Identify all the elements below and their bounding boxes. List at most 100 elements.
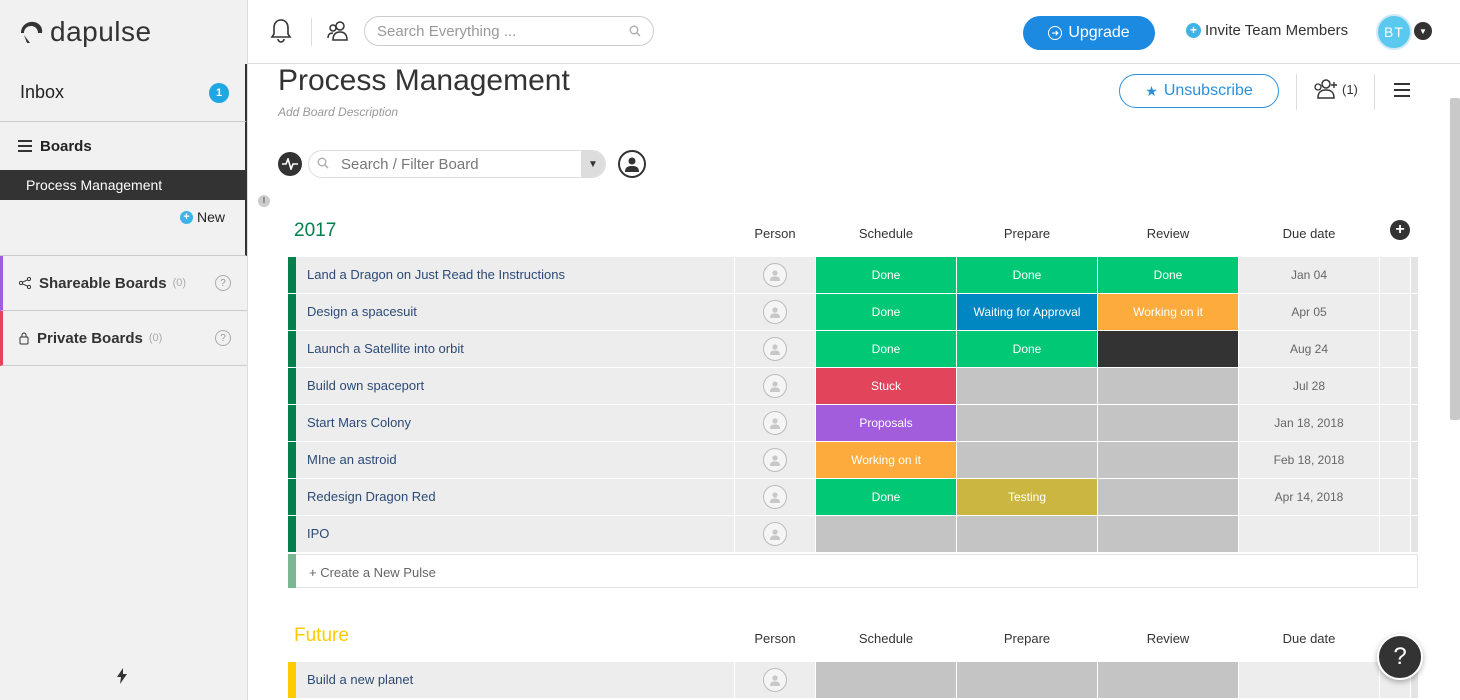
lightning-icon[interactable] bbox=[116, 668, 128, 689]
status-cell-prepare[interactable]: Done bbox=[957, 331, 1097, 367]
due-date-cell[interactable]: Aug 24 bbox=[1239, 331, 1379, 367]
invite-team-members-button[interactable]: + Invite Team Members bbox=[1186, 22, 1348, 39]
status-cell-schedule[interactable]: Proposals bbox=[816, 405, 956, 441]
pulse-name[interactable]: Build a new planet bbox=[296, 662, 734, 698]
status-cell-prepare[interactable] bbox=[957, 442, 1097, 478]
person-cell[interactable] bbox=[735, 516, 815, 552]
status-cell-schedule[interactable] bbox=[816, 662, 956, 698]
status-cell-schedule[interactable]: Done bbox=[816, 257, 956, 293]
due-date-cell[interactable]: Feb 18, 2018 bbox=[1239, 442, 1379, 478]
help-icon[interactable]: ? bbox=[215, 275, 231, 291]
avatar[interactable]: BT bbox=[1376, 14, 1412, 50]
page-title[interactable]: Process Management bbox=[278, 64, 570, 97]
status-cell-schedule[interactable]: Done bbox=[816, 479, 956, 515]
group-title[interactable]: Future bbox=[294, 625, 349, 646]
due-date-cell[interactable]: Jan 18, 2018 bbox=[1239, 405, 1379, 441]
due-date-cell[interactable]: Apr 14, 2018 bbox=[1239, 479, 1379, 515]
pulse-name[interactable]: Build own spaceport bbox=[296, 368, 734, 404]
help-icon[interactable]: ? bbox=[215, 330, 231, 346]
pulse-name[interactable]: IPO bbox=[296, 516, 734, 552]
bell-icon[interactable] bbox=[270, 18, 292, 49]
table-row[interactable]: Launch a Satellite into orbit Done Done Aug… bbox=[288, 331, 1418, 367]
logo[interactable]: dapulse bbox=[0, 0, 247, 64]
column-header-review[interactable]: Review bbox=[1146, 631, 1190, 646]
create-new-pulse-label[interactable]: + Create a New Pulse bbox=[309, 565, 436, 580]
status-cell-review[interactable] bbox=[1098, 662, 1238, 698]
collapse-handle[interactable]: I bbox=[258, 195, 270, 207]
help-button[interactable]: ? bbox=[1377, 634, 1423, 680]
status-cell-review[interactable] bbox=[1098, 516, 1238, 552]
column-header-person[interactable]: Person bbox=[754, 226, 796, 241]
column-header-schedule[interactable]: Schedule bbox=[858, 226, 914, 241]
unsubscribe-button[interactable]: ★ Unsubscribe bbox=[1119, 74, 1279, 108]
status-cell-prepare[interactable]: Waiting for Approval bbox=[957, 294, 1097, 330]
status-cell-prepare[interactable] bbox=[957, 662, 1097, 698]
status-cell-review[interactable] bbox=[1098, 331, 1238, 367]
scrollbar[interactable] bbox=[1450, 98, 1460, 420]
table-row[interactable]: Start Mars Colony Proposals Jan 18, 2018 bbox=[288, 405, 1418, 441]
pulse-name[interactable]: Start Mars Colony bbox=[296, 405, 734, 441]
due-date-cell[interactable]: Jan 04 bbox=[1239, 257, 1379, 293]
upgrade-button[interactable]: ➜ Upgrade bbox=[1023, 16, 1155, 50]
column-header-prepare[interactable]: Prepare bbox=[1003, 631, 1051, 646]
pulse-name[interactable]: Design a spacesuit bbox=[296, 294, 734, 330]
table-row[interactable]: Redesign Dragon Red Done Testing Apr 14, 20… bbox=[288, 479, 1418, 515]
status-cell-schedule[interactable]: Stuck bbox=[816, 368, 956, 404]
filter-board-input[interactable]: Search / Filter Board ▼ bbox=[308, 150, 606, 178]
add-column-icon[interactable]: + bbox=[1390, 220, 1410, 240]
due-date-cell[interactable]: Jul 28 bbox=[1239, 368, 1379, 404]
create-new-pulse-row[interactable]: + Create a New Pulse bbox=[288, 554, 1418, 588]
pulse-name[interactable]: Launch a Satellite into orbit bbox=[296, 331, 734, 367]
private-boards-section[interactable]: Private Boards (0) ? bbox=[0, 311, 247, 366]
due-date-cell[interactable] bbox=[1239, 516, 1379, 552]
group-title[interactable]: 2017 bbox=[294, 220, 337, 241]
status-cell-schedule[interactable]: Done bbox=[816, 331, 956, 367]
table-row[interactable]: Land a Dragon on Just Read the Instructi… bbox=[288, 257, 1418, 293]
pulse-name[interactable]: Land a Dragon on Just Read the Instructi… bbox=[296, 257, 734, 293]
board-description[interactable]: Add Board Description bbox=[278, 105, 399, 119]
status-cell-review[interactable]: Working on it bbox=[1098, 294, 1238, 330]
new-board-button[interactable]: + New bbox=[0, 200, 247, 234]
person-cell[interactable] bbox=[735, 662, 815, 698]
person-cell[interactable] bbox=[735, 368, 815, 404]
search-everything-input[interactable]: Search Everything ... bbox=[364, 16, 654, 46]
status-cell-review[interactable] bbox=[1098, 405, 1238, 441]
due-date-cell[interactable]: Apr 05 bbox=[1239, 294, 1379, 330]
column-header-prepare[interactable]: Prepare bbox=[1003, 226, 1051, 241]
column-header-person[interactable]: Person bbox=[754, 631, 796, 646]
hamburger-menu-icon[interactable] bbox=[1394, 80, 1410, 103]
table-row[interactable]: Build own spaceport Stuck Jul 28 bbox=[288, 368, 1418, 404]
person-filter-icon[interactable] bbox=[618, 150, 646, 178]
status-cell-schedule[interactable]: Done bbox=[816, 294, 956, 330]
status-cell-schedule[interactable]: Working on it bbox=[816, 442, 956, 478]
person-cell[interactable] bbox=[735, 257, 815, 293]
column-header-due-date[interactable]: Due date bbox=[1282, 226, 1336, 241]
column-header-review[interactable]: Review bbox=[1146, 226, 1190, 241]
table-row[interactable]: IPO bbox=[288, 516, 1418, 552]
due-date-cell[interactable] bbox=[1239, 662, 1379, 698]
person-cell[interactable] bbox=[735, 479, 815, 515]
status-cell-review[interactable] bbox=[1098, 442, 1238, 478]
table-row[interactable]: Build a new planet bbox=[288, 662, 1418, 698]
subscribers-button[interactable]: (1) bbox=[1312, 78, 1358, 100]
status-cell-prepare[interactable] bbox=[957, 405, 1097, 441]
chevron-down-icon[interactable]: ▼ bbox=[1414, 22, 1432, 40]
column-header-schedule[interactable]: Schedule bbox=[858, 631, 914, 646]
team-icon[interactable] bbox=[326, 20, 350, 47]
status-cell-prepare[interactable] bbox=[957, 368, 1097, 404]
status-cell-review[interactable]: Done bbox=[1098, 257, 1238, 293]
status-cell-prepare[interactable] bbox=[957, 516, 1097, 552]
inbox-item[interactable]: Inbox 1 bbox=[0, 64, 247, 122]
table-row[interactable]: MIne an astroid Working on it Feb 18, 2018 bbox=[288, 442, 1418, 478]
person-cell[interactable] bbox=[735, 442, 815, 478]
pulse-name[interactable]: MIne an astroid bbox=[296, 442, 734, 478]
sidebar-item-process-management[interactable]: Process Management bbox=[0, 170, 247, 200]
boards-header[interactable]: Boards bbox=[0, 122, 247, 170]
person-cell[interactable] bbox=[735, 294, 815, 330]
status-cell-prepare[interactable]: Testing bbox=[957, 479, 1097, 515]
status-cell-review[interactable] bbox=[1098, 368, 1238, 404]
person-cell[interactable] bbox=[735, 331, 815, 367]
status-cell-prepare[interactable]: Done bbox=[957, 257, 1097, 293]
activity-icon[interactable] bbox=[278, 152, 302, 176]
pulse-name[interactable]: Redesign Dragon Red bbox=[296, 479, 734, 515]
